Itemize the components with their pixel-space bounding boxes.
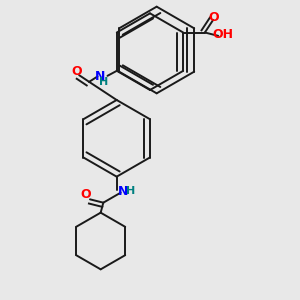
Text: N: N — [95, 70, 105, 83]
Text: O: O — [71, 65, 82, 78]
Text: O: O — [208, 11, 219, 24]
Text: N: N — [118, 185, 128, 198]
Text: H: H — [99, 77, 108, 88]
Text: H: H — [126, 186, 135, 196]
Text: OH: OH — [213, 28, 234, 41]
Text: O: O — [80, 188, 91, 201]
